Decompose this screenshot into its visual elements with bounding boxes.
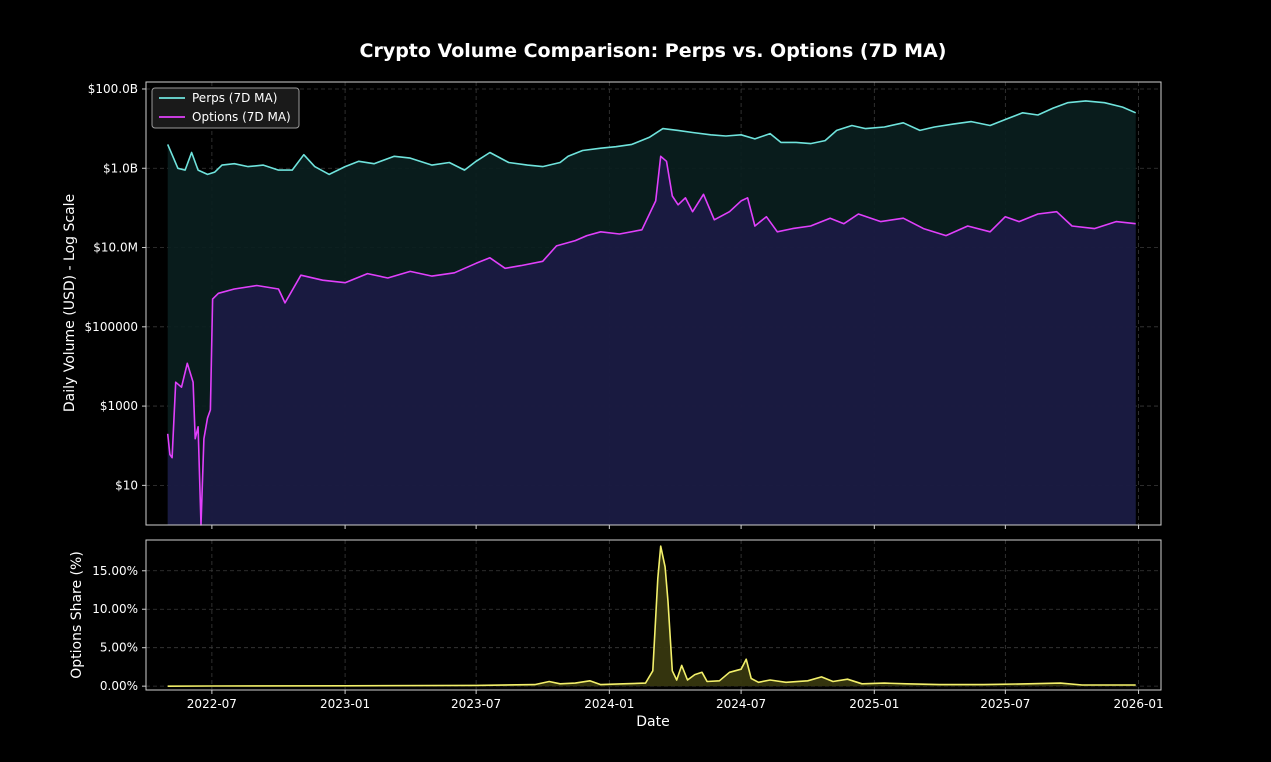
volume-fills: [167, 100, 1136, 526]
x-tick-label: 2026-01: [1113, 697, 1163, 711]
share-y-tick-label: 5.00%: [100, 641, 138, 655]
share-y-tick-label: 10.00%: [92, 602, 138, 616]
volume-plot-frame: [145, 81, 1162, 526]
legend-label-options: Options (7D MA): [192, 110, 291, 124]
share-y-tick-label: 15.00%: [92, 564, 138, 578]
share-y-axis-label: Options Share (%): [69, 551, 85, 679]
chart-title: Crypto Volume Comparison: Perps vs. Opti…: [360, 40, 947, 62]
volume-lines: [166, 100, 1137, 526]
volume-y-tick-label: $100000: [85, 320, 138, 334]
x-axis-label: Date: [636, 714, 669, 730]
share-plot-frame: [145, 539, 1162, 691]
x-tick-label: 2025-07: [980, 697, 1030, 711]
options-share-line: [167, 545, 1136, 687]
volume-y-axis-label: Daily Volume (USD) - Log Scale: [62, 194, 78, 412]
share-y-tick-label: 0.00%: [100, 679, 138, 693]
options-area: [167, 156, 1136, 526]
volume-y-tick-label: $10.0M: [93, 241, 138, 255]
legend-box: [151, 87, 300, 129]
share-y-ticks: 0.00% 5.00% 10.00% 15.00%: [92, 564, 146, 693]
x-tick-label: 2025-01: [849, 697, 899, 711]
x-tick-label: 2024-07: [716, 697, 766, 711]
x-tick-label: 2023-07: [451, 697, 501, 711]
share-lines: [167, 545, 1136, 687]
perps-series-line: [166, 100, 1137, 176]
share-x-ticks: 2022-07 2023-01 2023-07 2024-01 2024-07 2025-…: [187, 690, 1164, 711]
legend-label-perps: Perps (7D MA): [192, 91, 277, 105]
volume-y-tick-label: $100.0B: [88, 82, 138, 96]
volume-panel: $10 $1000 $100000 $10.0M $1.0B $100.0B Daily …: [62, 81, 1162, 529]
x-tick-label: 2023-01: [320, 697, 370, 711]
volume-y-tick-label: $1.0B: [103, 161, 138, 175]
legend: Perps (7D MA) Options (7D MA): [151, 87, 300, 129]
volume-y-tick-label: $1000: [100, 399, 138, 413]
x-tick-label: 2024-01: [584, 697, 634, 711]
volume-y-ticks: $10 $1000 $100000 $10.0M $1.0B $100.0B: [85, 82, 146, 492]
options-series-line: [166, 155, 1136, 526]
share-panel: 0.00%5.00%10.00%15.00% 2022-07 2023-01 202…: [69, 539, 1164, 730]
x-tick-label: 2022-07: [187, 697, 237, 711]
volume-y-tick-label: $10: [115, 478, 138, 492]
